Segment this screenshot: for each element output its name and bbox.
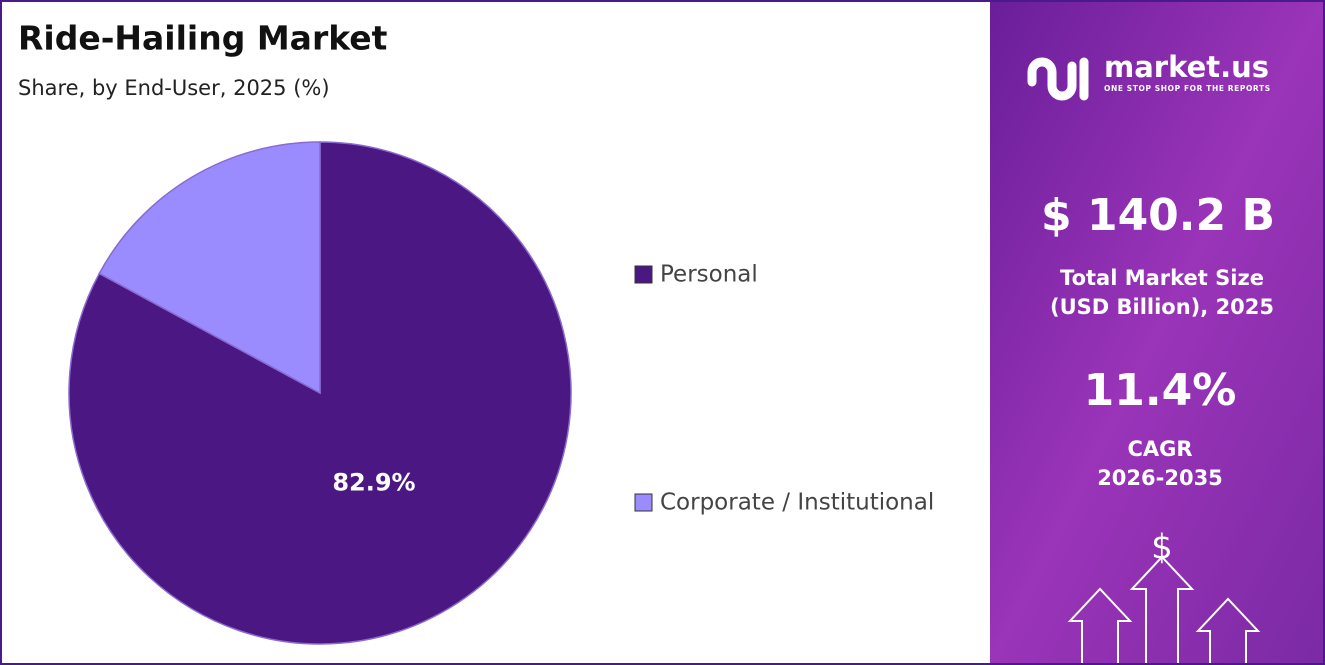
side-panel: market.us ONE STOP SHOP FOR THE REPORTS … bbox=[990, 2, 1323, 663]
icon-dollar: $ bbox=[1151, 528, 1173, 568]
data-label: 82.9% bbox=[332, 469, 415, 497]
logo-text: market.us bbox=[1104, 50, 1269, 84]
chart-subtitle: Share, by End-User, 2025 (%) bbox=[18, 76, 330, 100]
cagr-value: 11.4% bbox=[1084, 365, 1237, 416]
logo-mark bbox=[1027, 57, 1089, 101]
legend-label: Personal bbox=[660, 262, 758, 288]
cagr-caption: 2026-2035 bbox=[1097, 466, 1223, 490]
pie-slice bbox=[98, 141, 321, 395]
legend: Personal Corporate / Institutional bbox=[634, 262, 934, 516]
market-size-caption: (USD Billion), 2025 bbox=[1050, 295, 1274, 319]
panel-background bbox=[990, 2, 1323, 663]
growth-arrows bbox=[1067, 555, 1261, 663]
pie: 82.9% bbox=[68, 141, 572, 645]
cagr-caption: CAGR bbox=[1127, 437, 1192, 461]
chart-title: Ride-Hailing Market bbox=[18, 19, 388, 58]
legend-swatch bbox=[634, 265, 653, 284]
market-size: $ 140.2 B bbox=[1041, 190, 1275, 241]
legend-swatch bbox=[634, 493, 653, 512]
market-size-caption: Total Market Size bbox=[1060, 266, 1264, 290]
logo-tagline: ONE STOP SHOP FOR THE REPORTS bbox=[1104, 84, 1271, 93]
legend-label: Corporate / Institutional bbox=[660, 490, 934, 516]
